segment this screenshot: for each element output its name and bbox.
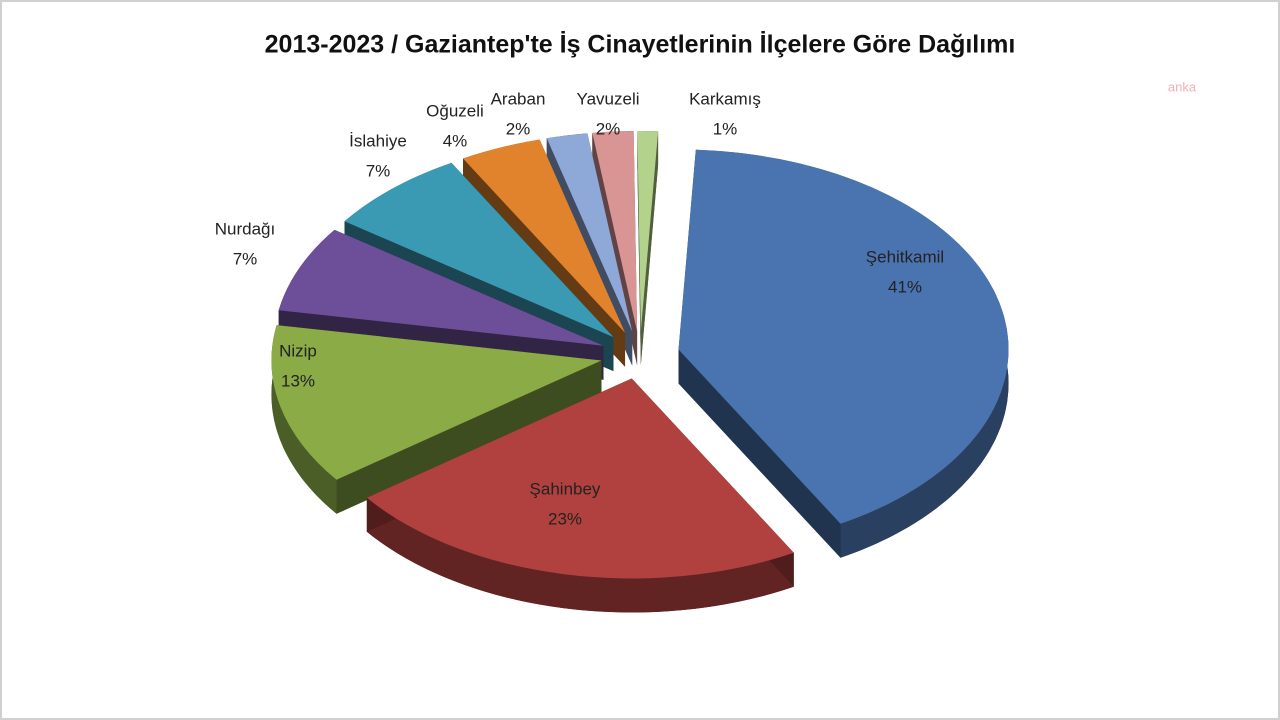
value-label: 2% [596, 119, 621, 138]
slice-side [637, 131, 641, 366]
slice [592, 131, 638, 332]
value-label: 1% [713, 119, 738, 138]
value-label: 4% [443, 131, 468, 150]
slice-side [336, 360, 602, 514]
slice-wall [271, 325, 337, 514]
category-label: Nurdağı [215, 219, 275, 238]
slice [463, 139, 626, 333]
category-label: Şahinbey [530, 479, 601, 498]
value-label: 23% [548, 509, 582, 528]
slice [546, 133, 633, 332]
slice [271, 325, 602, 480]
category-label: Şehitkamil [866, 247, 944, 266]
slice [344, 162, 614, 338]
pie [271, 131, 1009, 613]
value-label: 13% [281, 371, 315, 390]
slice-side [678, 349, 841, 558]
value-label: 7% [366, 161, 391, 180]
slice-side [640, 131, 659, 366]
labels: Şehitkamil 41% Şahinbey 23% Nizip 13% Nurdağı 7… [215, 89, 944, 528]
category-label: Karkamış [689, 89, 761, 108]
category-label: Oğuzeli [426, 101, 484, 120]
slice [366, 378, 794, 579]
chart-title: 2013-2023 / Gaziantep'te İş Cinayetlerin… [265, 31, 1016, 59]
slice [278, 229, 604, 346]
watermark: anka [1168, 79, 1197, 94]
category-label: Araban [491, 89, 546, 108]
category-label: Nizip [279, 341, 317, 360]
slice [637, 131, 659, 332]
value-label: 41% [888, 277, 922, 296]
value-label: 2% [506, 119, 531, 138]
slice [678, 149, 1009, 524]
category-label: Yavuzeli [577, 89, 640, 108]
value-label: 7% [233, 249, 258, 268]
category-label: İslahiye [349, 131, 407, 150]
slice-wall [366, 497, 794, 613]
